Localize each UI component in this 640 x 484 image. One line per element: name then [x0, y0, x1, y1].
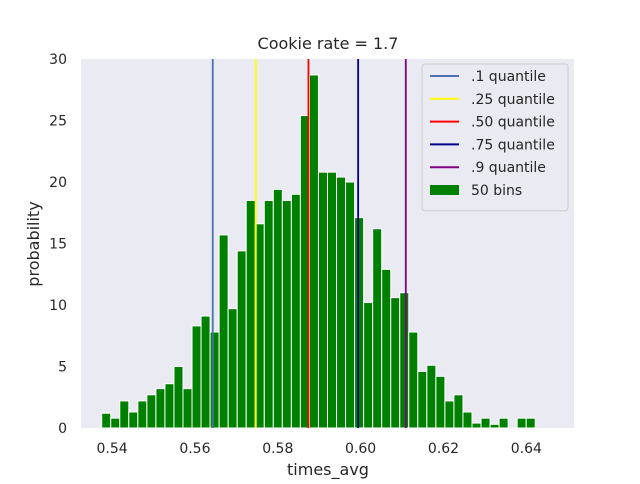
histogram-bar: [137, 400, 148, 429]
histogram-bar: [272, 188, 283, 429]
histogram-bar: [354, 217, 365, 429]
histogram-bar: [308, 74, 319, 429]
histogram-bar: [146, 394, 157, 429]
x-tick-label: 0.58: [262, 441, 293, 457]
histogram-bar: [317, 171, 328, 429]
legend-label: .9 quantile: [471, 160, 546, 176]
histogram-bar: [399, 292, 410, 429]
histogram-bar: [327, 171, 338, 429]
histogram-bar: [336, 176, 347, 429]
x-axis-label: times_avg: [287, 460, 369, 480]
histogram-bar: [191, 325, 202, 429]
histogram-bar: [245, 199, 256, 429]
histogram-bar: [516, 417, 527, 429]
histogram-bar: [498, 417, 509, 429]
histogram-bar: [164, 383, 175, 429]
legend-label: .50 quantile: [471, 115, 555, 131]
histogram-bar: [182, 388, 193, 429]
histogram-bar: [471, 422, 482, 429]
histogram-bar: [489, 423, 500, 429]
histogram-bar: [426, 364, 437, 429]
histogram-bar: [263, 199, 274, 429]
histogram-bar: [525, 417, 536, 429]
chart-title: Cookie rate = 1.7: [258, 34, 399, 53]
legend-label: .75 quantile: [471, 137, 555, 153]
y-axis-ticks: 0 5 10 15 20 25 30: [49, 52, 67, 437]
x-tick-label: 0.60: [345, 441, 376, 457]
histogram-bar: [417, 370, 428, 429]
y-tick-label: 15: [49, 237, 67, 253]
histogram-bar: [200, 315, 211, 429]
legend-label: .1 quantile: [471, 69, 546, 85]
histogram-bar: [218, 234, 229, 429]
x-tick-label: 0.56: [179, 441, 210, 457]
histogram-bar: [290, 193, 301, 429]
histogram-bar: [110, 417, 121, 429]
legend-label: 50 bins: [471, 183, 522, 199]
histogram-bar: [101, 412, 112, 429]
histogram-bar: [480, 417, 491, 429]
histogram-bar: [381, 268, 392, 429]
histogram-bar: [281, 199, 292, 429]
x-tick-label: 0.54: [96, 441, 127, 457]
histogram-bar: [155, 388, 166, 429]
bars-layer: [101, 74, 536, 429]
y-tick-label: 20: [49, 175, 67, 191]
histogram-bar: [209, 331, 220, 429]
histogram-bar: [363, 302, 374, 429]
histogram-bar: [236, 250, 247, 429]
histogram-bar: [128, 411, 139, 429]
y-tick-label: 30: [49, 52, 67, 68]
legend-frame: [421, 63, 569, 212]
x-axis-ticks: 0.54 0.56 0.58 0.60 0.62 0.64: [96, 441, 542, 457]
histogram-bar: [345, 181, 356, 429]
histogram-bar: [444, 400, 455, 429]
histogram-bar: [435, 375, 446, 429]
y-axis-label: probability: [24, 201, 43, 286]
quantile-lines: [211, 59, 407, 428]
x-tick-label: 0.64: [511, 441, 542, 457]
histogram-bar: [173, 366, 184, 429]
histogram-bar: [453, 394, 464, 429]
y-tick-label: 10: [49, 298, 67, 314]
histogram-bar: [390, 297, 401, 429]
histogram-bar: [227, 308, 238, 429]
legend: .1 quantile .25 quantile .50 quantile .75 q…: [421, 63, 569, 212]
x-tick-label: 0.62: [428, 441, 459, 457]
legend-label: .25 quantile: [471, 92, 555, 108]
y-tick-label: 5: [58, 360, 67, 376]
histogram-bar: [462, 411, 473, 429]
legend-swatch: [430, 185, 459, 195]
histogram-bar: [408, 331, 419, 429]
y-tick-label: 25: [49, 114, 67, 130]
histogram-bar: [372, 228, 383, 429]
histogram-bar: [119, 400, 130, 429]
y-tick-label: 0: [58, 421, 67, 437]
